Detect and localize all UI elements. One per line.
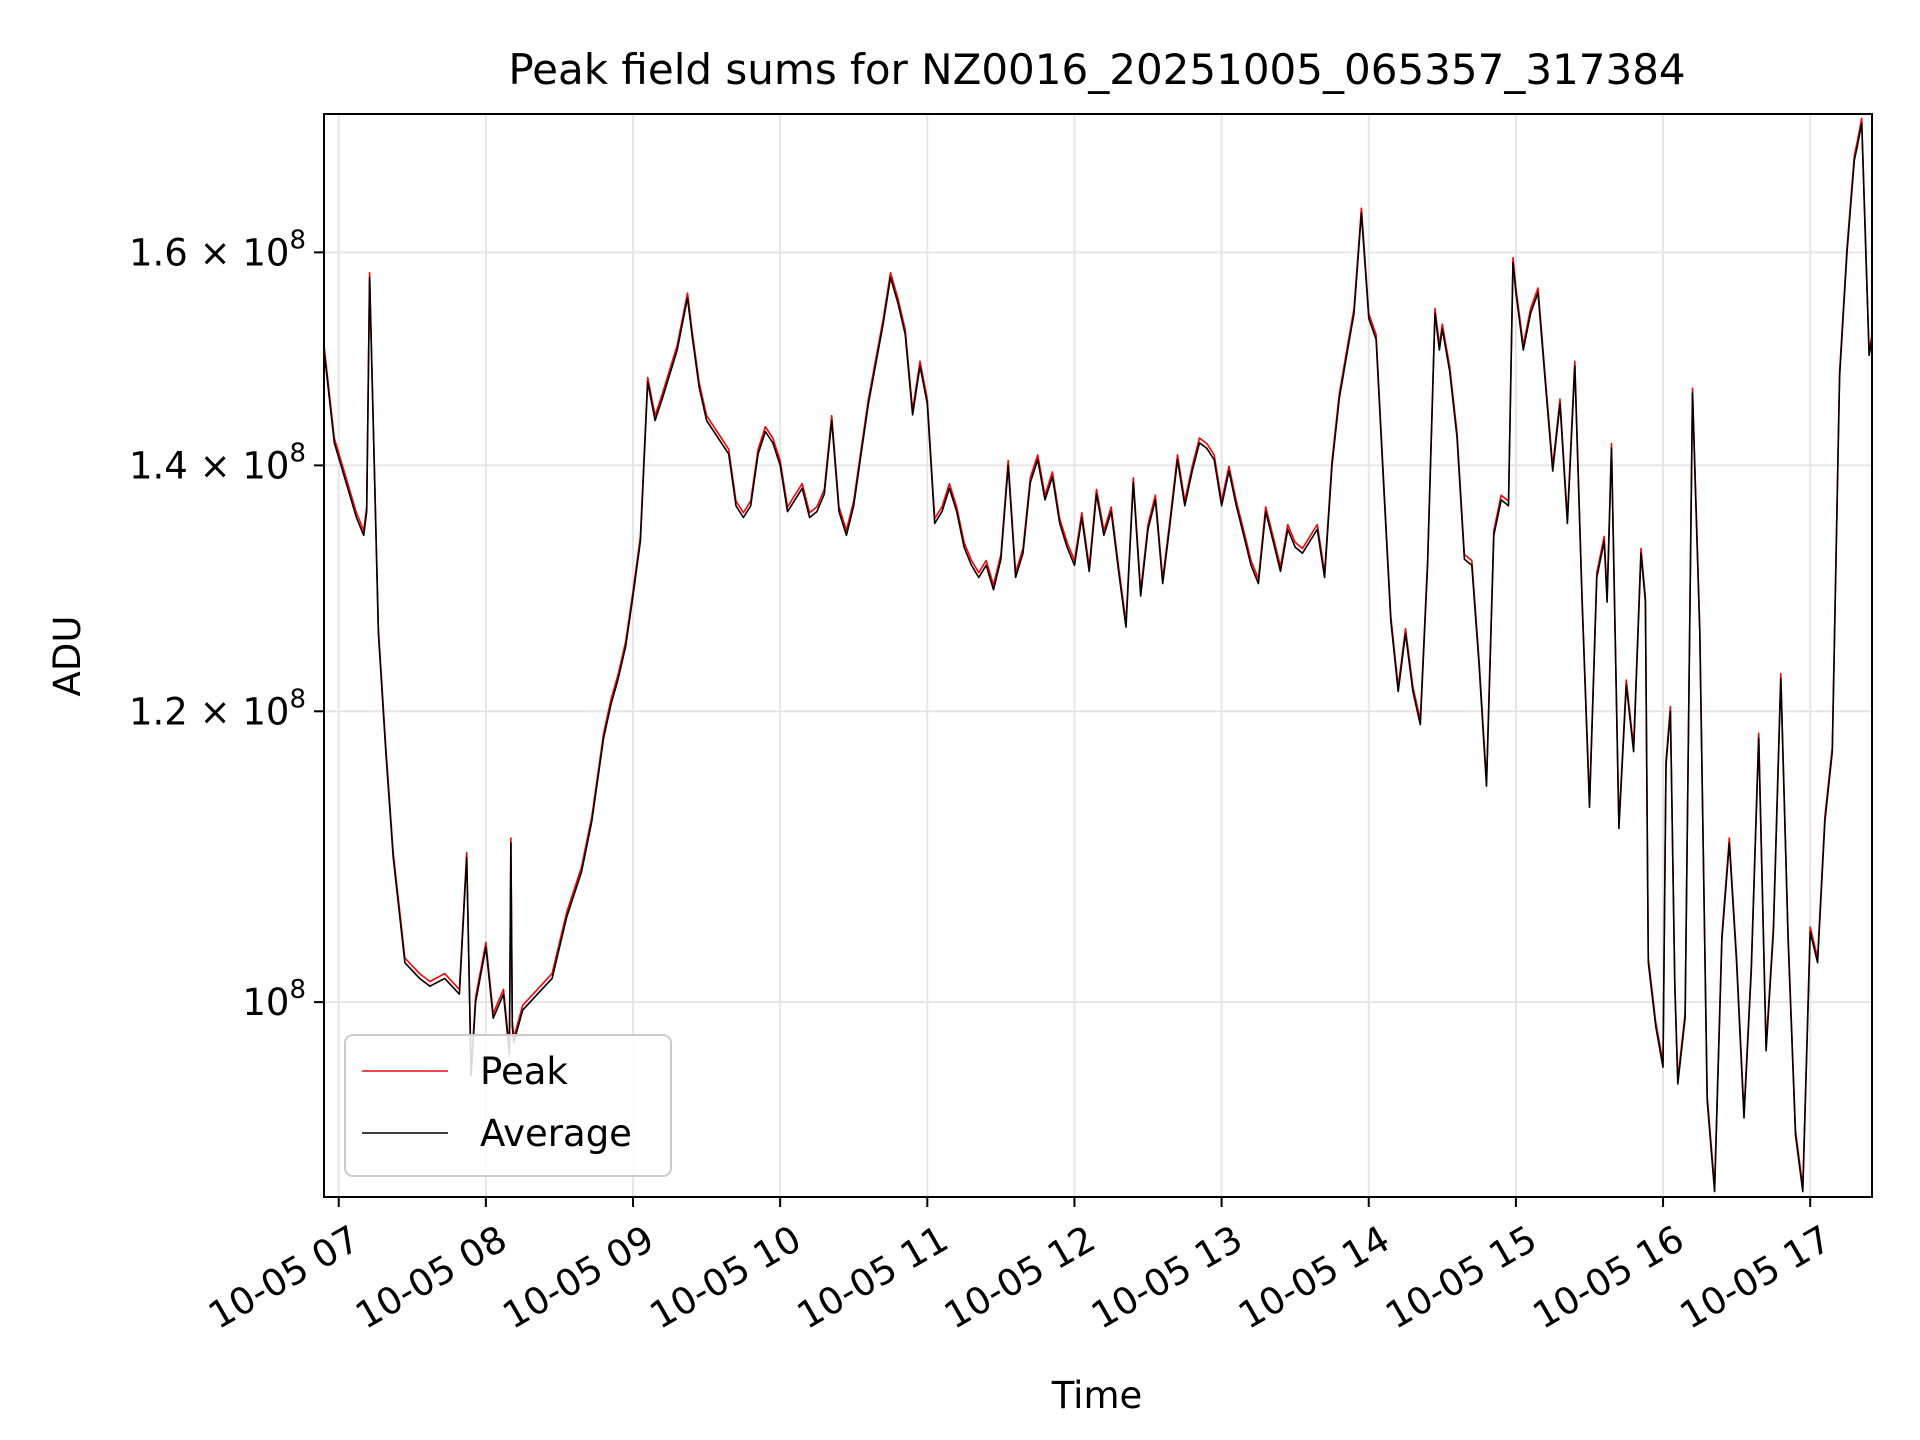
y-tick-label: 1.2 × 108 xyxy=(129,684,306,733)
y-axis-ticks: 108 1.2 × 108 1.4 × 108 1.6 × 108 xyxy=(129,225,324,1024)
y-axis-label: ADU xyxy=(46,616,89,697)
x-tick-label: 10-05 10 xyxy=(643,1217,809,1337)
series-line-average xyxy=(323,122,1873,1193)
x-tick-label: 10-05 11 xyxy=(790,1217,956,1337)
series-group xyxy=(323,117,1873,1193)
chart-title: Peak field sums for NZ0016_20251005_0653… xyxy=(508,45,1685,94)
x-tick-label: 10-05 12 xyxy=(937,1217,1103,1337)
y-tick-label: 1.6 × 108 xyxy=(129,225,306,274)
plot-frame xyxy=(323,113,1873,1198)
y-tick-label: 108 xyxy=(242,975,306,1024)
legend: Peak Average xyxy=(344,1034,672,1177)
y-tick-label: 1.4 × 108 xyxy=(129,438,306,487)
x-tick-label: 10-05 16 xyxy=(1526,1217,1692,1337)
grid xyxy=(324,114,1872,1197)
x-tick-label: 10-05 15 xyxy=(1378,1217,1544,1337)
x-tick-label: 10-05 08 xyxy=(348,1217,514,1337)
x-tick-label: 10-05 13 xyxy=(1084,1217,1250,1337)
x-axis-label: Time xyxy=(1051,1374,1143,1417)
series-line-peak xyxy=(323,117,1873,1188)
x-tick-label: 10-05 09 xyxy=(496,1217,662,1337)
legend-label-peak: Peak xyxy=(480,1050,568,1093)
x-tick-label: 10-05 07 xyxy=(201,1217,367,1337)
x-tick-label: 10-05 17 xyxy=(1673,1217,1839,1337)
legend-label-average: Average xyxy=(480,1112,632,1155)
x-tick-label: 10-05 14 xyxy=(1231,1217,1397,1337)
